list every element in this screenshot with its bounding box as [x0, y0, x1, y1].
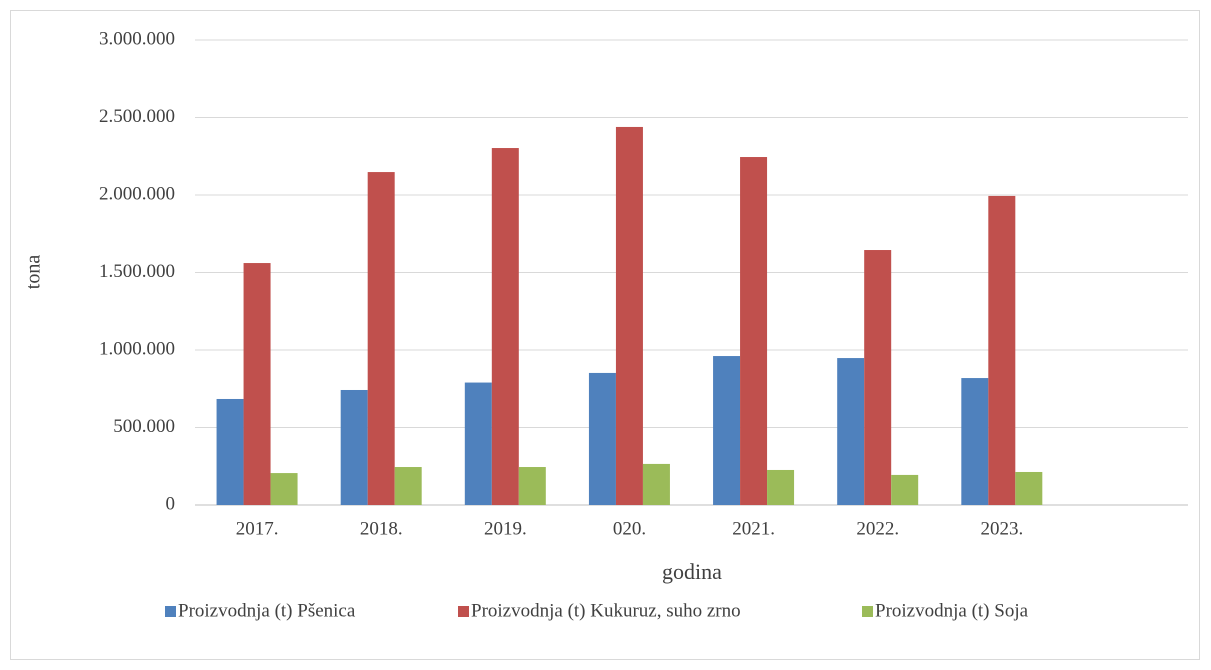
bar: [713, 356, 741, 505]
y-tick-label: 1.000.000: [99, 338, 175, 359]
bar: [216, 398, 244, 505]
y-axis-label: tona: [23, 255, 45, 290]
bar: [464, 382, 492, 505]
x-tick-label: 2023.: [980, 518, 1023, 539]
legend-swatch: [862, 606, 873, 617]
bar: [340, 389, 368, 505]
chart-border: [10, 10, 1200, 660]
bar: [891, 474, 919, 505]
bar: [367, 172, 395, 505]
legend-label: Proizvodnja (t) Pšenica: [178, 600, 356, 621]
x-tick-label: 2022.: [856, 518, 899, 539]
bar: [961, 378, 989, 505]
bar: [988, 195, 1016, 505]
y-tick-label: 2.000.000: [99, 183, 175, 204]
bar: [394, 467, 422, 505]
bar: [767, 469, 795, 505]
y-tick-label: 1.500.000: [99, 261, 175, 282]
bar: [864, 250, 892, 505]
bar: [1015, 471, 1043, 505]
legend-swatch: [165, 606, 176, 617]
bar: [837, 358, 865, 505]
x-axis-label: godina: [662, 559, 722, 584]
bar: [740, 157, 768, 505]
x-tick-label: 2021.: [732, 518, 775, 539]
x-tick-label: 2018.: [360, 518, 403, 539]
y-tick-label: 2.500.000: [99, 106, 175, 127]
bar: [518, 467, 546, 505]
legend-swatch: [458, 606, 469, 617]
bar: [270, 473, 298, 505]
y-tick-label: 3.000.000: [99, 28, 175, 49]
x-tick-label: 2017.: [236, 518, 279, 539]
legend-label: Proizvodnja (t) Soja: [875, 600, 1029, 621]
bar: [615, 126, 643, 505]
x-tick-label: 2019.: [484, 518, 527, 539]
x-tick-label: 020.: [613, 518, 646, 539]
bar: [243, 263, 271, 505]
bar: [491, 148, 519, 505]
bar: [588, 372, 616, 505]
legend-label: Proizvodnja (t) Kukuruz, suho zrno: [471, 600, 741, 621]
bar: [642, 463, 670, 505]
y-tick-label: 0: [166, 493, 176, 514]
y-tick-label: 500.000: [113, 416, 175, 437]
